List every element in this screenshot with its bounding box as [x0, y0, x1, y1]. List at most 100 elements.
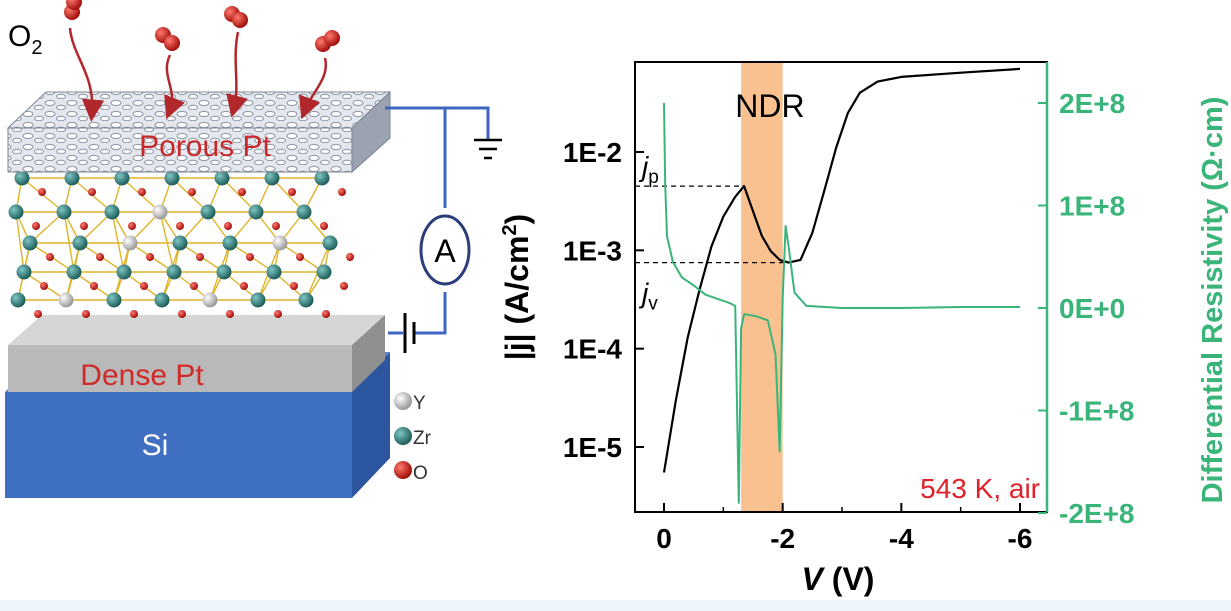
oxygen-atom-icon	[130, 310, 138, 318]
yttrium-atom-icon	[394, 392, 412, 410]
legend-label-zr: Zr	[413, 428, 432, 449]
oxygen-atom-icon	[322, 310, 330, 318]
zirconium-atom-icon	[394, 427, 412, 445]
o2-label: O2	[8, 20, 42, 59]
y-left-tick-label: 1E-2	[563, 137, 622, 168]
oxygen-atom-icon	[138, 188, 146, 196]
y-right-tick-label: 2E+8	[1059, 88, 1125, 119]
oxygen-atom-icon	[46, 253, 54, 261]
zirconium-atom-icon	[166, 264, 182, 280]
zirconium-atom-icon	[104, 204, 120, 220]
legend-label-y: Y	[413, 393, 426, 414]
zirconium-atom-icon	[22, 235, 38, 251]
oxygen-atom-icon	[88, 188, 96, 196]
x-tick-label: -2	[770, 523, 795, 554]
zirconium-atom-icon	[72, 235, 88, 251]
zirconium-atom-icon	[8, 204, 24, 220]
y-right-axis: 2E+8 1E+8 0E+0 -1E+8 -2E+8	[1038, 88, 1135, 529]
zirconium-atom-icon	[14, 170, 30, 186]
zirconium-atom-icon	[16, 264, 32, 280]
current-density-line	[662, 67, 1021, 473]
x-axis-title: V (V)	[802, 561, 875, 597]
oxygen-atom-icon	[82, 310, 90, 318]
oxygen-atom-icon	[288, 188, 296, 196]
zirconium-atom-icon	[264, 170, 280, 186]
valley-current-label: jv	[638, 278, 658, 315]
ysz-lattice	[8, 170, 354, 318]
zirconium-atom-icon	[314, 170, 330, 186]
o2-molecule-icon	[64, 0, 82, 20]
lattice-bonds	[15, 177, 331, 301]
zirconium-atom-icon	[322, 235, 338, 251]
x-axis: 0 -2 -4 -6	[656, 503, 1032, 554]
oxygen-atom-icon	[128, 222, 136, 230]
oxygen-atom-icon	[34, 310, 42, 318]
iv-chart: 0 -2 -4 -6 1E-2 1E-3 1E-4 1E-5 2E+8 1E+8 0E+0 -1E…	[499, 61, 1229, 597]
x-tick-label: 0	[656, 523, 672, 554]
oxygen-atom-icon	[394, 461, 412, 479]
y-left-tick-label: 1E-4	[563, 334, 623, 365]
oxygen-atom-icon	[320, 222, 328, 230]
oxygen-atom-icon	[32, 222, 40, 230]
reference-lines	[635, 185, 789, 264]
y-left-tick-label: 1E-5	[563, 432, 622, 463]
yttrium-atom-icon	[272, 235, 288, 251]
device-schematic: Si Dense Pt Porous Pt O2	[5, 0, 502, 498]
oxygen-atom-icon	[238, 188, 246, 196]
zirconium-atom-icon	[250, 292, 266, 308]
ammeter-label: A	[434, 233, 456, 269]
x-tick-label: -4	[889, 523, 914, 554]
y-left-axis: 1E-2 1E-3 1E-4 1E-5	[563, 137, 644, 463]
circuit: A	[385, 106, 502, 353]
o2-molecule-icon	[315, 30, 340, 52]
dense-pt-layer: Dense Pt	[8, 315, 385, 392]
oxygen-atom-icon	[296, 253, 304, 261]
resistivity-line	[663, 102, 1020, 504]
ndr-label: NDR	[735, 88, 804, 124]
y-right-tick-label: -2E+8	[1059, 498, 1135, 529]
zirconium-atom-icon	[298, 292, 314, 308]
zirconium-atom-icon	[164, 170, 180, 186]
y-right-tick-label: 1E+8	[1059, 191, 1125, 222]
y-right-axis-title: Differential Resistivity (Ω·cm)	[1197, 97, 1229, 504]
porous-pt-layer: Porous Pt	[6, 90, 392, 174]
oxygen-atom-icon	[196, 253, 204, 261]
zirconium-atom-icon	[266, 264, 282, 280]
oxygen-atom-icon	[140, 282, 148, 290]
bottom-band	[0, 600, 1231, 611]
oxygen-atom-icon	[40, 282, 48, 290]
oxygen-atom-icon	[340, 282, 348, 290]
oxygen-atom-icon	[246, 253, 254, 261]
zirconium-atom-icon	[214, 170, 230, 186]
oxygen-atom-icon	[290, 282, 298, 290]
zirconium-atom-icon	[222, 235, 238, 251]
ndr-region	[741, 62, 783, 512]
zirconium-atom-icon	[114, 170, 130, 186]
ground-icon	[445, 106, 502, 160]
y-right-tick-label: 0E+0	[1059, 293, 1125, 324]
oxygen-atom-icon	[178, 310, 186, 318]
substrate-label: Si	[142, 429, 169, 462]
arrow-icon	[299, 57, 328, 120]
y-left-axis-title: |j| (A/cm2)	[499, 214, 535, 360]
ammeter-icon: A	[419, 214, 471, 286]
oxygen-atom-icon	[274, 310, 282, 318]
arrow-icon	[164, 54, 186, 120]
oxygen-atom-icon	[272, 222, 280, 230]
battery-icon	[403, 313, 416, 353]
condition-label: 543 K, air	[920, 473, 1040, 504]
zirconium-atom-icon	[154, 292, 170, 308]
oxygen-atom-icon	[38, 188, 46, 196]
series-layer	[662, 67, 1021, 504]
oxygen-atom-icon	[90, 282, 98, 290]
yttrium-atom-icon	[202, 292, 218, 308]
zirconium-atom-icon	[316, 264, 332, 280]
oxygen-atom-icon	[146, 253, 154, 261]
wire-top	[385, 106, 447, 208]
zirconium-atom-icon	[10, 292, 26, 308]
oxygen-atom-icon	[224, 222, 232, 230]
yttrium-atom-icon	[152, 204, 168, 220]
o2-molecule-icon	[224, 6, 248, 28]
zirconium-atom-icon	[64, 170, 80, 186]
zirconium-atom-icon	[66, 264, 82, 280]
